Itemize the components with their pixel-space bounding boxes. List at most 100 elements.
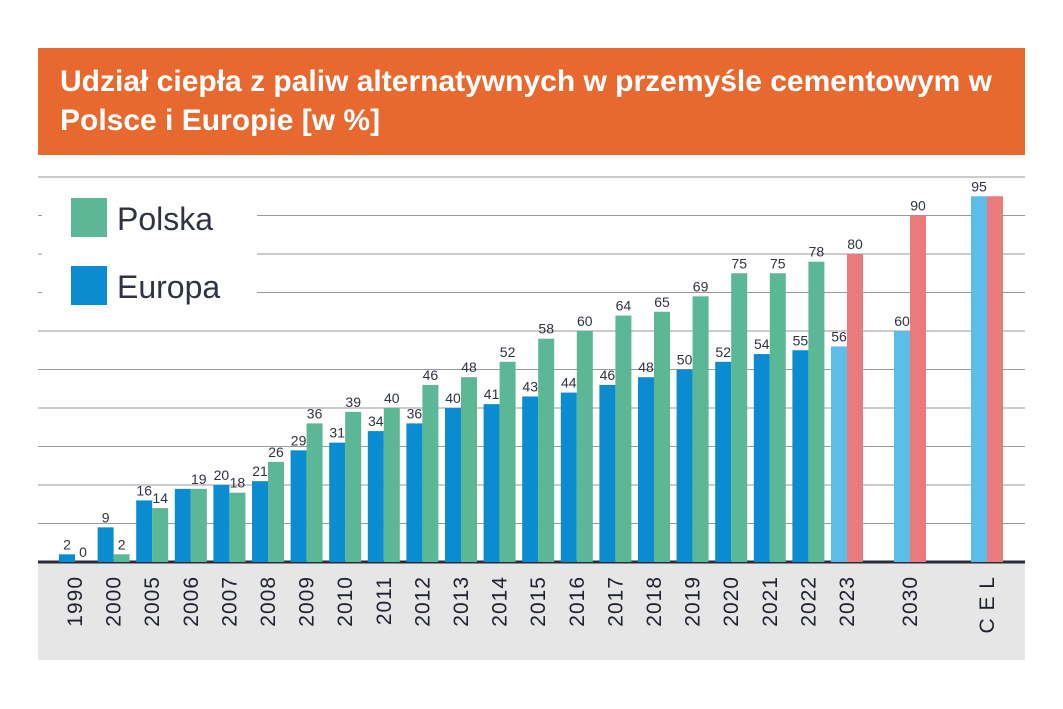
bar-polska-2018 [654, 311, 670, 562]
value-label-europa: 95 [971, 178, 987, 194]
bar-polska-2012 [422, 384, 439, 562]
value-label-polska: 14 [152, 490, 168, 506]
bar-europa-2030 [894, 331, 910, 562]
value-label-polska: 40 [384, 390, 400, 406]
bar-europa-2023 [831, 346, 847, 562]
bar-europa-2018 [638, 377, 654, 562]
value-label-polska: 0 [79, 544, 87, 560]
bar-polska-2000 [113, 554, 130, 562]
x-tick-label: C E L [976, 576, 999, 634]
value-label-polska: 52 [500, 344, 516, 360]
bar-europa-2009 [290, 450, 307, 562]
x-tick-label: 2005 [141, 576, 164, 627]
bar-polska-2008 [268, 461, 284, 562]
value-label-europa: 46 [600, 367, 616, 383]
bar-europa-2015 [522, 396, 539, 562]
value-label-europa: 29 [291, 432, 307, 448]
bar-polska-2011 [383, 408, 400, 562]
value-label-polska: 80 [847, 236, 863, 252]
value-label-europa: 36 [407, 405, 423, 421]
value-label-europa: 41 [484, 386, 500, 402]
x-tick-label: 2013 [450, 576, 473, 627]
value-label-europa: 54 [754, 336, 770, 352]
value-label-europa: 9 [102, 509, 110, 525]
value-label-europa: 43 [522, 378, 538, 394]
value-label-polska: 46 [423, 367, 439, 383]
bar-europa-2005 [136, 500, 153, 562]
bar-polska-2010 [345, 411, 362, 562]
value-label-polska: 69 [693, 278, 709, 294]
bar-europa-2021 [753, 354, 770, 562]
x-tick-label: 2030 [899, 576, 922, 627]
x-tick-label: 2007 [218, 576, 241, 627]
x-tick-label: 2015 [527, 576, 550, 627]
bar-europa-2022 [792, 350, 809, 562]
x-tick-label: 2017 [604, 576, 627, 627]
bar-europa-2013 [445, 408, 461, 562]
bar-polska-2013 [461, 377, 477, 562]
bar-polska-2006 [190, 488, 207, 562]
x-tick-label: 2023 [836, 576, 859, 627]
x-tick-label: 2010 [334, 576, 357, 627]
x-tick-label: 2011 [373, 576, 396, 625]
value-label-polska: 90 [910, 198, 926, 214]
bar-europa-2014 [483, 404, 500, 562]
bar-europa-2017 [599, 384, 616, 562]
x-tick-label: 2008 [257, 576, 280, 627]
value-label-europa: 2 [63, 536, 71, 552]
value-label-polska: 36 [307, 405, 323, 421]
value-label-europa: 34 [368, 413, 384, 429]
value-label-polska: 60 [577, 313, 593, 329]
bar-polska-2005 [152, 508, 169, 562]
chart-header: Udział ciepła z paliw alternatywnych w p… [38, 48, 1025, 155]
value-label-europa: 52 [715, 344, 731, 360]
legend-swatch-polska [71, 198, 107, 237]
value-label-polska: 75 [731, 255, 747, 271]
value-label-europa: 16 [136, 482, 152, 498]
value-label-polska: 19 [191, 471, 207, 487]
x-tick-label: 2000 [103, 576, 126, 627]
bar-polska-2015 [538, 338, 555, 562]
x-tick-label: 2022 [797, 576, 820, 627]
x-tick-label: 2020 [720, 576, 743, 627]
bar-polska-2030 [910, 215, 926, 562]
bar-europa-2006 [174, 488, 191, 562]
legend-label-europa: Europa [117, 269, 220, 305]
value-label-europa: 20 [214, 467, 230, 483]
bar-europa-2007 [213, 485, 230, 562]
legend-label-polska: Polska [117, 201, 213, 237]
bar-polska-2009 [306, 423, 323, 562]
x-tick-label: 2018 [643, 576, 666, 627]
value-label-europa: 56 [831, 328, 847, 344]
bar-europa-2019 [676, 369, 693, 562]
x-tick-label: 2009 [296, 576, 319, 627]
bar-polska-2023 [847, 254, 863, 562]
legend-swatch-europa [71, 266, 107, 305]
bar-polska-2007 [229, 492, 246, 562]
x-tick-label: 2012 [411, 576, 434, 627]
value-label-europa: 31 [329, 425, 345, 441]
bar-europa-2020 [715, 361, 732, 562]
bar-europa-2012 [406, 423, 423, 562]
value-label-polska: 64 [616, 298, 632, 314]
bar-europa-2010 [329, 442, 346, 562]
bar-europa-CEL [971, 196, 987, 562]
value-label-europa: 40 [445, 390, 461, 406]
value-label-europa: 55 [793, 332, 809, 348]
value-label-polska: 58 [538, 321, 554, 337]
value-label-polska: 26 [268, 444, 284, 460]
bar-polska-2019 [692, 296, 709, 562]
value-label-europa: 60 [894, 313, 910, 329]
value-label-polska: 18 [230, 475, 246, 491]
bar-europa-1990 [59, 554, 75, 562]
value-label-europa: 48 [638, 359, 654, 375]
value-label-polska: 39 [345, 394, 361, 410]
bar-polska-2017 [615, 315, 632, 562]
value-label-polska: 48 [461, 359, 477, 375]
value-label-polska: 65 [654, 294, 670, 310]
bar-europa-2011 [367, 431, 384, 562]
x-tick-label: 2021 [759, 576, 782, 627]
x-tick-label: 2019 [682, 576, 705, 627]
x-tick-label: 2006 [180, 576, 203, 627]
